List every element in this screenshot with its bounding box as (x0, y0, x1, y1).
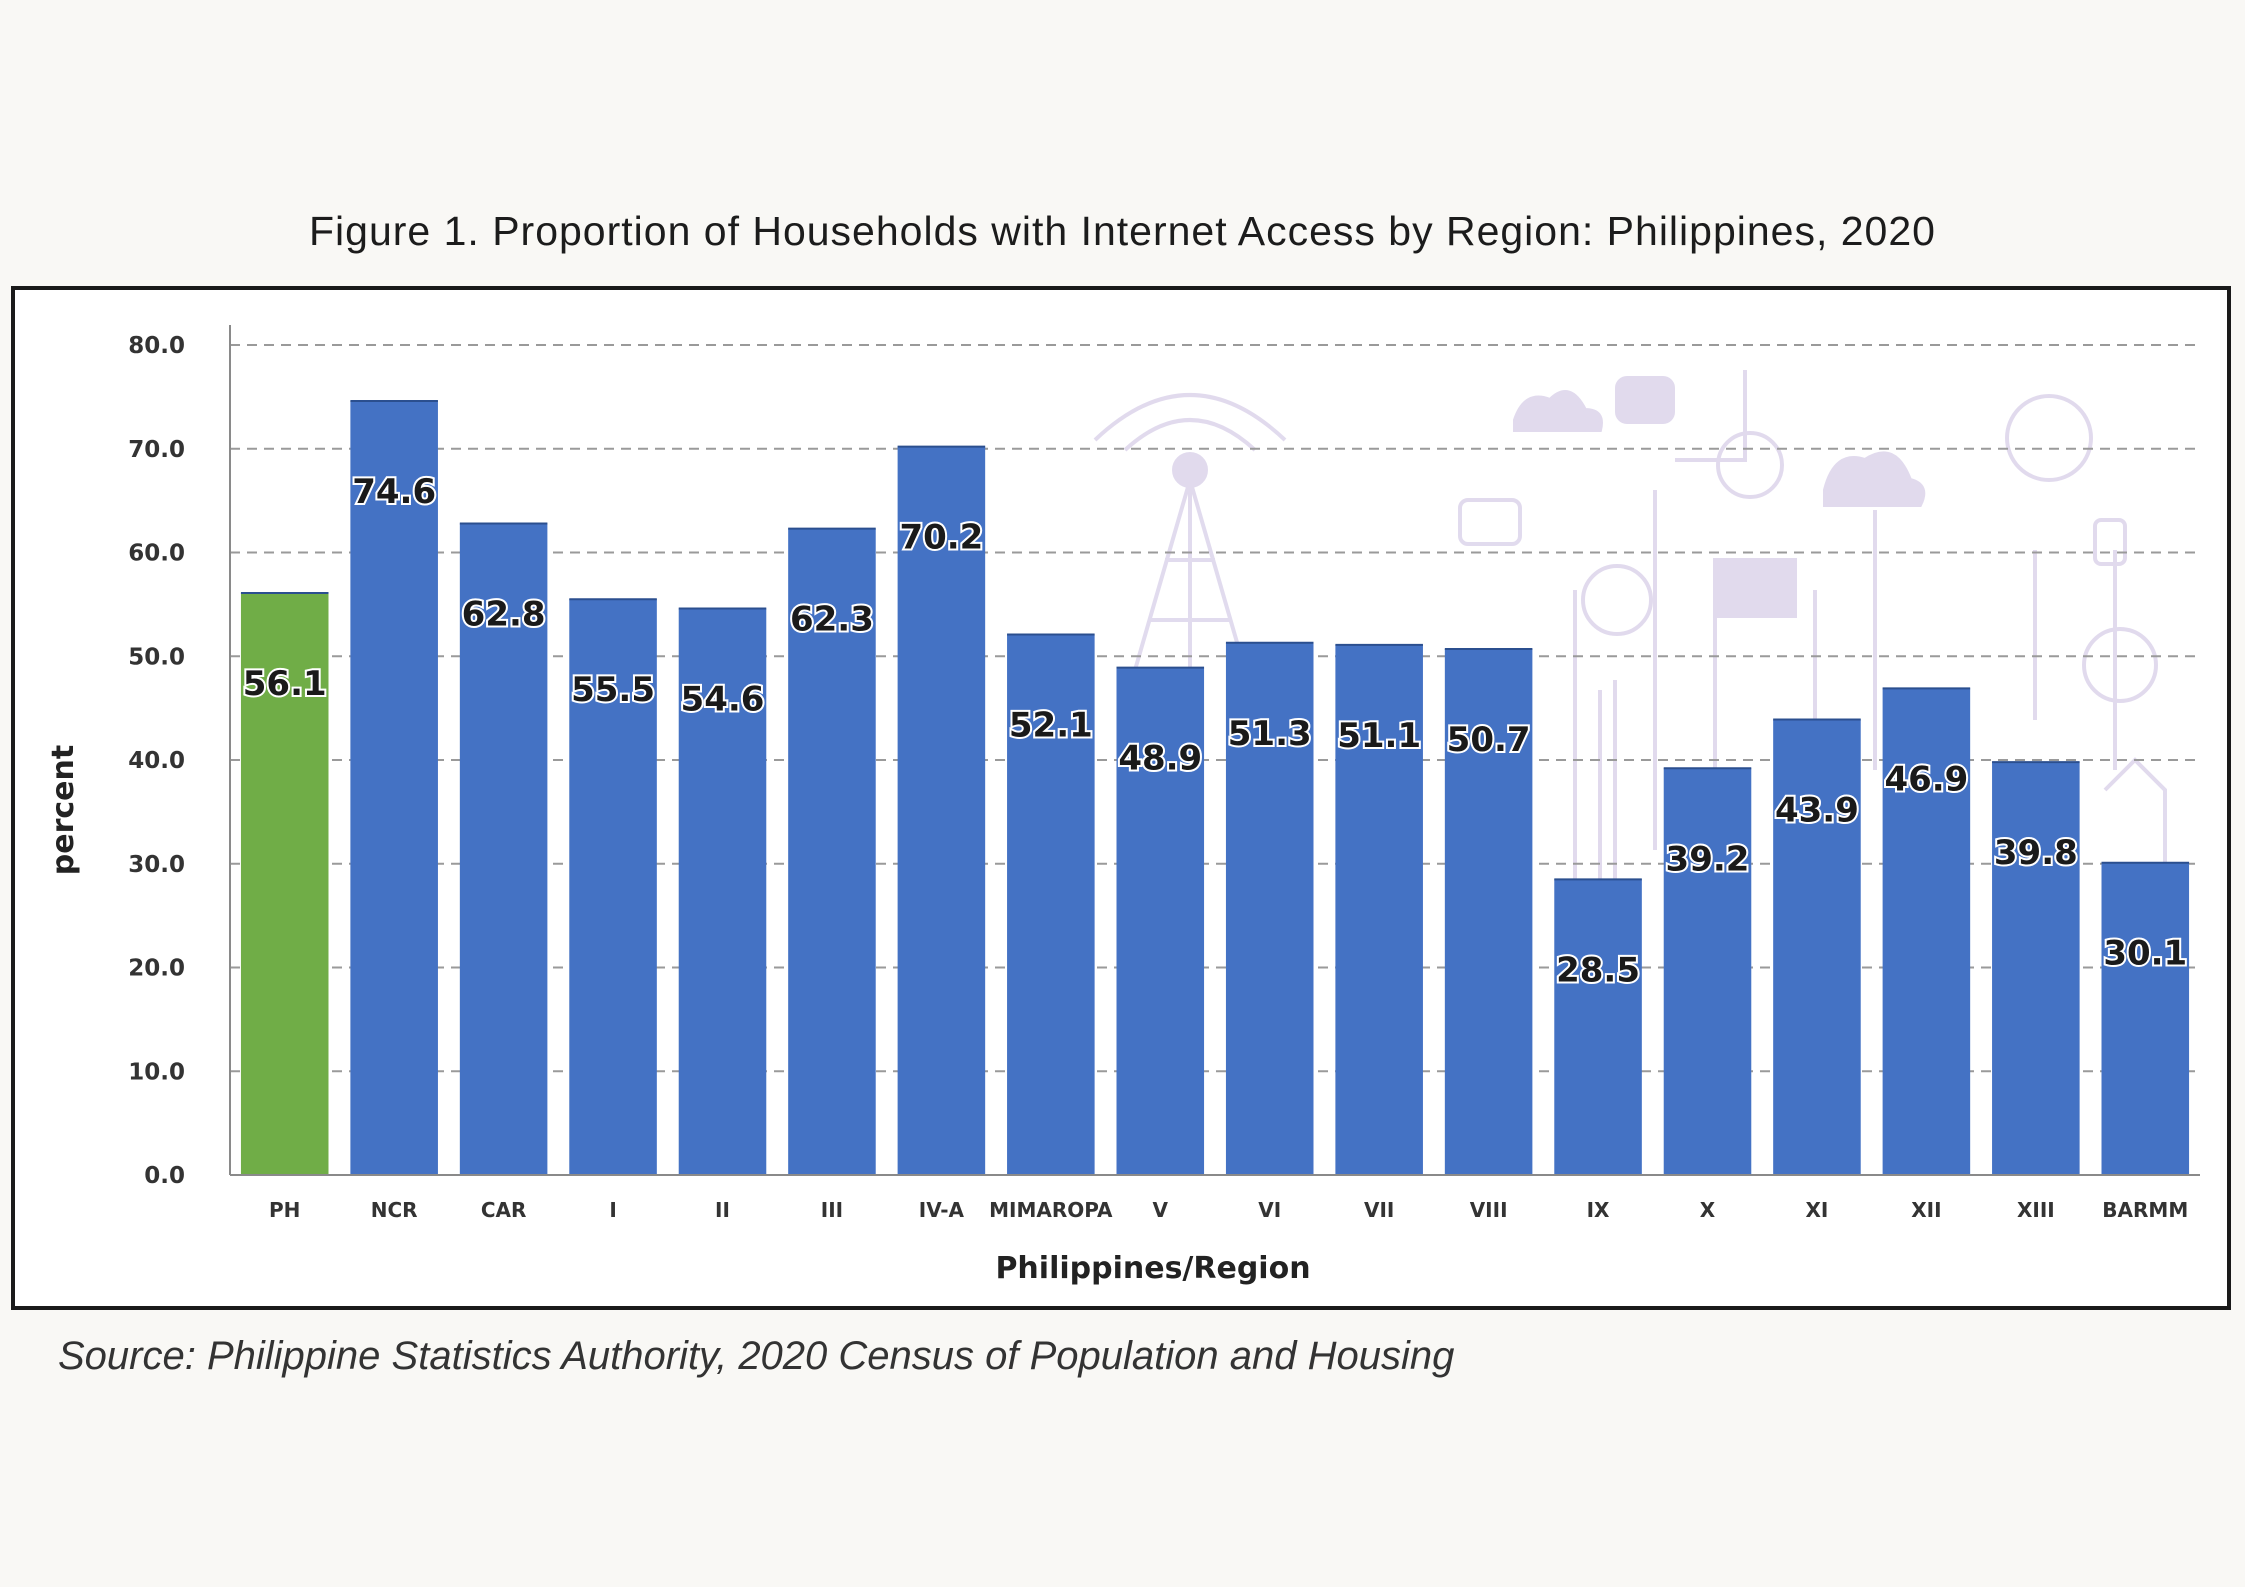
value-label: 51.3 (1228, 714, 1312, 754)
value-label: 51.1 (1337, 716, 1421, 756)
y-tick-label: 80.0 (128, 333, 185, 359)
x-tick-label: VIII (1470, 1198, 1508, 1222)
bars (240, 400, 2190, 1175)
bar-xiii (1992, 762, 2080, 1175)
bar-vii (1335, 644, 1423, 1175)
bar-viii (1444, 648, 1533, 1175)
x-tick-label: CAR (481, 1198, 527, 1222)
x-tick-label: VII (1364, 1198, 1394, 1222)
x-tick-label: II (715, 1198, 730, 1222)
y-tick-label: 30.0 (128, 852, 185, 878)
phone-icon (2093, 518, 2127, 566)
bar-car (459, 523, 548, 1175)
bar-iv-a (897, 446, 986, 1175)
value-label: 48.9 (1118, 739, 1202, 779)
x-tick-label: NCR (371, 1198, 418, 1222)
cloud-icon (1823, 451, 1926, 507)
x-tick-label: XII (1911, 1198, 1941, 1222)
bar-ix (1554, 879, 1642, 1175)
x-tick-label: X (1700, 1198, 1716, 1222)
y-tick-label: 60.0 (128, 541, 185, 567)
value-label: 46.9 (1884, 759, 1968, 799)
value-label: 39.2 (1666, 839, 1750, 879)
value-label: 39.8 (1994, 833, 2078, 873)
email-icon (1713, 558, 1797, 618)
bar-iii (788, 528, 876, 1175)
antenna-tower-icon (1133, 479, 1247, 671)
sun-icon (2005, 394, 2093, 482)
x-tick-label: XI (1806, 1198, 1829, 1222)
y-tick-label: 40.0 (128, 748, 185, 774)
x-tick-label: III (821, 1198, 843, 1222)
wifi-arc-icon (1123, 418, 1257, 452)
x-axis: PH NCR CAR I II III IV-A MIMAROPA V VI VII VIII IX X X… (230, 1174, 2200, 1222)
value-labels: 56.1 74.6 62.8 55.5 54.6 62.3 70.2 52.1 48.9 51.3… (241, 470, 2189, 992)
value-label: 74.6 (352, 472, 436, 512)
y-tick-label: 0.0 (144, 1163, 185, 1189)
bar-x (1663, 768, 1752, 1175)
chart-title: Figure 1. Proportion of Households with … (309, 208, 1936, 254)
bar-vi (1225, 642, 1314, 1175)
value-label: 50.7 (1447, 720, 1531, 760)
value-label: 55.5 (571, 670, 655, 710)
value-label: 52.1 (1009, 705, 1093, 745)
bar-ii (678, 608, 767, 1175)
robot-icon (2082, 627, 2158, 703)
bar-ph (240, 592, 329, 1175)
x-axis-title: Philippines/Region (995, 1251, 1310, 1286)
x-tick-label: VI (1258, 1198, 1281, 1222)
network-lines (1573, 370, 2117, 890)
city-building-icon (1585, 680, 2167, 1012)
user-icon (1716, 431, 1784, 499)
x-tick-label: V (1153, 1198, 1169, 1222)
monitor-icon (1458, 498, 1522, 546)
y-tick-label: 50.0 (128, 644, 185, 670)
x-tick-label: IX (1587, 1198, 1610, 1222)
grid-lines (230, 344, 2200, 1073)
bar-barmm (2101, 862, 2190, 1175)
source-note: Source: Philippine Statistics Authority,… (58, 1334, 1455, 1378)
share-icon (1581, 564, 1653, 636)
bar-xi (1773, 719, 1861, 1175)
bar-i (569, 599, 657, 1175)
wifi-arc-icon (1093, 393, 1287, 442)
y-tick-label: 70.0 (128, 437, 185, 463)
bar-mimaropa (1007, 634, 1095, 1175)
bar-xii (1882, 688, 1971, 1175)
x-tick-label: MIMAROPA (989, 1198, 1113, 1222)
y-tick-label: 20.0 (128, 956, 185, 982)
x-tick-label: PH (269, 1198, 300, 1222)
y-axis: 0.0 10.0 20.0 30.0 40.0 50.0 60.0 70.0 80.0 (128, 325, 231, 1189)
cloud-icon (1513, 390, 1603, 432)
x-tick-label: XIII (2017, 1198, 2055, 1222)
antenna-tower-icon (1172, 452, 1208, 488)
bar-ncr (350, 401, 438, 1175)
value-label: 62.8 (462, 594, 546, 634)
value-label: 30.1 (2103, 934, 2187, 974)
x-tick-label: BARMM (2102, 1198, 2188, 1222)
bar-v (1116, 667, 1205, 1175)
chat-bubble-icon (1615, 376, 1675, 424)
value-label: 62.3 (790, 600, 874, 640)
background-illustration (1093, 370, 2167, 1012)
y-tick-label: 10.0 (128, 1059, 185, 1085)
x-tick-label: IV-A (919, 1198, 965, 1222)
bar-chart: 0.0 10.0 20.0 30.0 40.0 50.0 60.0 70.0 80.0 56.1… (46, 325, 2200, 1286)
value-label: 56.1 (243, 664, 327, 704)
value-label: 28.5 (1556, 950, 1640, 990)
value-label: 43.9 (1775, 791, 1859, 831)
chart-frame: 0.0 10.0 20.0 30.0 40.0 50.0 60.0 70.0 80.0 56.1… (11, 286, 2231, 1310)
value-label: 70.2 (899, 518, 983, 558)
y-axis-title: percent (46, 745, 81, 875)
value-label: 54.6 (681, 680, 765, 720)
x-tick-label: I (609, 1198, 616, 1222)
